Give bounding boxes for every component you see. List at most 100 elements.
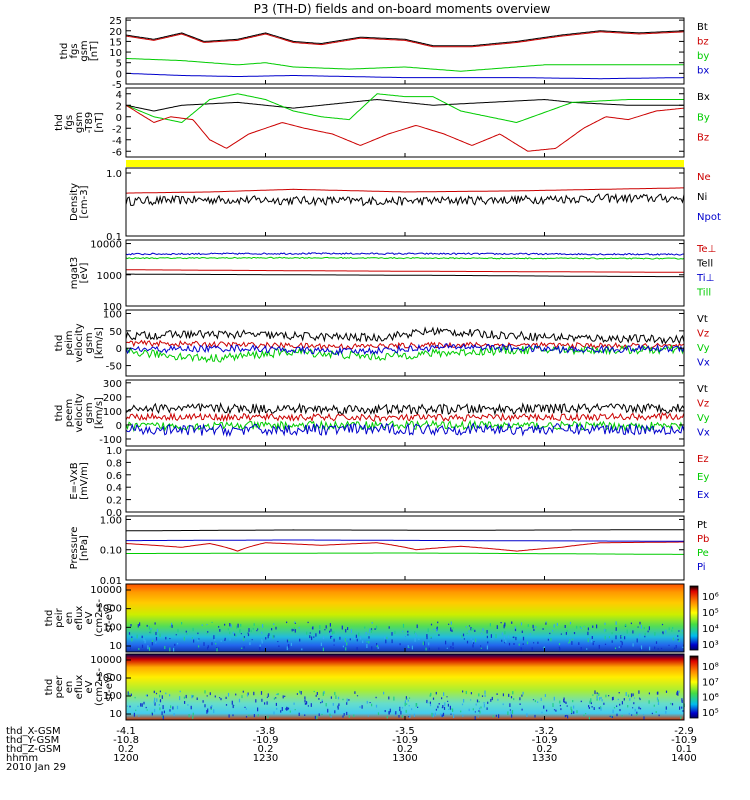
spectrogram-speck (338, 703, 340, 707)
spectrogram-speck (159, 633, 161, 638)
spectrogram-speck (369, 702, 371, 704)
spectrogram-speck (126, 705, 128, 707)
spectrogram-speck (294, 622, 296, 624)
y-axis-label: thd (54, 114, 65, 131)
spectrogram-speck (463, 699, 465, 703)
spectrogram-speck (529, 633, 531, 636)
spectrogram-speck (322, 692, 324, 696)
spectrogram-speck (408, 646, 410, 648)
spectrogram-speck (603, 702, 605, 705)
spectrogram-speck (329, 713, 331, 717)
spectrogram-speck (245, 716, 248, 718)
spectrogram-speck (293, 629, 295, 631)
spectrogram-speck (356, 695, 359, 697)
spectrogram-speck (206, 632, 208, 635)
y-axis-label: gsm (84, 332, 95, 353)
spectrogram-speck (612, 709, 614, 714)
spectrogram-speck (547, 638, 549, 641)
spectrogram-speck (145, 694, 147, 697)
spectrogram-speck (627, 694, 630, 698)
spectrogram-speck (288, 644, 290, 648)
spectrogram-speck (316, 692, 318, 695)
x-tick-label: 1300 (392, 753, 417, 764)
spectrogram-speck (145, 706, 147, 709)
y-axis-label: [cm-3] (79, 185, 90, 218)
spectrogram-speck (428, 647, 430, 651)
spectrogram-speck (533, 628, 535, 631)
spectrogram-speck (477, 716, 479, 718)
spectrogram-speck (504, 642, 506, 644)
panel-5: 10000 1000 100 Te⊥ Tell Ti⊥ Till mgat3 [eV] (69, 239, 716, 313)
spectrogram-speck (371, 646, 373, 651)
legend-ey: Ey (697, 472, 709, 483)
spectrogram-speck (230, 624, 232, 628)
y-tick-label: 0 (116, 344, 122, 355)
spectrogram-speck (426, 635, 428, 640)
spectrogram-speck (644, 635, 646, 638)
spectrogram-speck (428, 642, 430, 646)
series-line-pt (125, 529, 684, 532)
spectrogram-speck (155, 692, 158, 695)
spectrogram-speck (247, 632, 249, 634)
x-row-label: thd_X-GSM (6, 726, 61, 737)
spectrogram-speck (527, 624, 529, 627)
spectrogram-speck (299, 638, 301, 642)
spectrogram-speck (443, 706, 446, 710)
spectrogram-speck (342, 698, 344, 701)
spectrogram-speck (615, 635, 617, 640)
spectrogram-speck (362, 640, 364, 644)
spectrogram-speck (672, 637, 675, 641)
spectrogram-speck (247, 692, 249, 696)
spectrogram-speck (286, 639, 289, 643)
spectrogram-speck (480, 645, 482, 647)
spectrogram-speck (188, 714, 190, 718)
spectrogram-speck (487, 641, 489, 644)
spectrogram-speck (231, 700, 233, 705)
spectrogram-speck (404, 635, 406, 638)
spectrogram-speck (385, 639, 387, 644)
y-tick-label: -100 (99, 435, 122, 446)
x-tick-label: -10.9 (392, 735, 418, 746)
spectrogram-speck (331, 635, 333, 637)
spectrogram-speck (155, 637, 158, 641)
spectrogram-speck (277, 641, 279, 643)
spectrogram-speck (325, 625, 327, 629)
spectrogram-speck (240, 623, 242, 627)
x-tick-label: 1330 (532, 753, 557, 764)
spectrogram-speck (392, 632, 394, 634)
spectrogram-speck (433, 628, 435, 630)
spectrogram-speck (671, 703, 674, 706)
spectrogram-speck (483, 704, 485, 708)
spectrogram-speck (478, 693, 480, 697)
spectrogram-speck (165, 636, 167, 640)
spectrogram-speck (214, 695, 216, 698)
spectrogram-speck (452, 708, 454, 712)
spectrogram-speck (660, 647, 663, 650)
spectrogram-speck (370, 628, 373, 631)
spectrogram-speck (572, 700, 574, 703)
spectrogram-speck (130, 624, 132, 627)
spectrogram-speck (273, 711, 275, 715)
spectrogram-speck (549, 632, 551, 635)
spectrogram-speck (567, 715, 569, 719)
spectrogram-speck (470, 627, 472, 631)
spectrogram-speck (341, 625, 343, 630)
spectrogram-speck (257, 628, 259, 630)
spectrogram-speck (611, 697, 614, 701)
spectrogram-speck (368, 633, 370, 635)
series-line-bz (125, 31, 685, 48)
spectrogram-speck (470, 692, 472, 695)
spectrogram-speck (468, 625, 471, 627)
spectrogram-speck (156, 628, 159, 633)
spectrogram-speck (407, 630, 409, 633)
spectrogram-speck (276, 707, 278, 710)
spectrogram-speck (359, 706, 361, 708)
spectrogram-speck (509, 703, 511, 707)
spectrogram-speck (179, 690, 181, 693)
colorbar-tick-label: 10⁶ (702, 592, 719, 603)
spectrogram-speck (576, 710, 578, 714)
spectrogram-speck (266, 701, 268, 705)
series-line-ne (126, 187, 684, 194)
spectrogram-speck (626, 629, 628, 634)
spectrogram-speck (570, 706, 572, 711)
